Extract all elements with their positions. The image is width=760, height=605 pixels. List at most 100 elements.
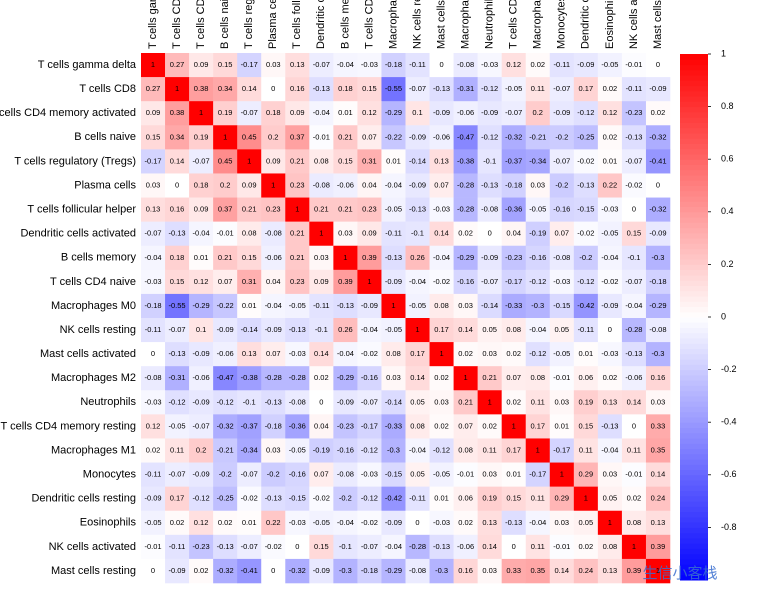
cell-label: 0.13 — [482, 518, 497, 527]
cell-label: -0.15 — [385, 470, 402, 479]
cell-label: -0.15 — [289, 494, 306, 503]
colorbar-segment — [680, 485, 708, 492]
colorbar-segment — [680, 443, 708, 449]
row-label: Macrophages M0 — [51, 300, 136, 312]
cell-label: 0.08 — [603, 542, 618, 551]
heatmap-cell — [405, 390, 430, 415]
cell-label: 0.17 — [410, 349, 425, 358]
heatmap-cell — [549, 245, 575, 271]
cell-label: -0.06 — [457, 108, 474, 117]
heatmap-cell — [333, 390, 358, 415]
heatmap-cell — [261, 173, 286, 198]
cell-label: -0.2 — [555, 132, 568, 141]
cell-label: 0.23 — [266, 205, 281, 214]
heatmap-cell — [453, 77, 478, 102]
heatmap-cell — [381, 366, 406, 391]
cell-label: 0.21 — [290, 253, 305, 262]
cell-label: -0.13 — [601, 421, 618, 430]
heatmap-cell — [453, 390, 478, 415]
cell-label: 0.14 — [458, 325, 473, 334]
heatmap-cell — [405, 197, 430, 222]
heatmap-cell — [333, 269, 358, 295]
heatmap-cell — [141, 221, 166, 247]
heatmap-cell — [621, 390, 647, 415]
heatmap-cell — [213, 101, 238, 126]
colorbar-segment — [680, 243, 708, 250]
heatmap-cell — [453, 558, 478, 584]
cell-label: -0.07 — [144, 229, 161, 238]
cell-label: 0.04 — [266, 277, 281, 286]
colorbar-segment — [680, 411, 708, 418]
heatmap-cell — [213, 534, 238, 560]
cell-label: -0.21 — [529, 132, 546, 141]
colorbar-segment — [680, 332, 708, 339]
heatmap-cell — [189, 486, 214, 512]
heatmap-cell — [213, 125, 238, 150]
heatmap-cell — [525, 366, 551, 391]
cell-label: -0.09 — [409, 180, 426, 189]
colorbar-segment — [680, 148, 708, 155]
colorbar-segment — [680, 490, 708, 497]
colorbar-segment — [680, 558, 708, 565]
cell-label: -0.55 — [169, 301, 186, 310]
heatmap-cell — [357, 558, 382, 584]
cell-label: -0.32 — [217, 566, 234, 575]
heatmap-cell — [165, 101, 190, 126]
cell-label: 0.01 — [242, 301, 257, 310]
cell-label: 1 — [247, 156, 251, 165]
colorbar-segment — [680, 511, 708, 518]
heatmap-cell — [309, 53, 334, 78]
heatmap-cell — [453, 173, 478, 198]
cell-label: -0.03 — [289, 349, 306, 358]
heatmap-cell — [453, 438, 478, 463]
heatmap-cell — [333, 197, 358, 222]
heatmap-cell — [501, 197, 527, 222]
colorbar-segment — [680, 311, 708, 318]
heatmap-cell — [357, 342, 382, 367]
heatmap-cell — [381, 77, 406, 102]
cell-label: 0.14 — [482, 542, 497, 551]
colorbar-segment — [680, 169, 708, 176]
cell-label: 0.39 — [627, 566, 642, 575]
heatmap-cell — [357, 245, 382, 271]
column-label: T cells follicul — [291, 0, 303, 49]
cell-label: 0.02 — [603, 373, 618, 382]
cell-label: 0 — [295, 542, 299, 551]
cell-label: 0.1 — [412, 108, 422, 117]
cell-label: 0.23 — [290, 277, 305, 286]
heatmap-cell — [477, 245, 502, 271]
heatmap-cell — [573, 534, 599, 560]
cell-label: 1 — [656, 566, 660, 575]
heatmap-cell — [357, 269, 382, 295]
heatmap-cell — [141, 269, 166, 295]
heatmap-cell — [429, 390, 454, 415]
column-label: Eosinophils — [604, 0, 616, 49]
cell-label: 0 — [151, 349, 155, 358]
heatmap-cell — [429, 510, 454, 536]
cell-label: 0.45 — [218, 156, 233, 165]
heatmap-cell — [165, 197, 190, 222]
heatmap-cell — [141, 245, 166, 271]
cell-label: 0.04 — [362, 180, 377, 189]
colorbar-segment — [680, 232, 708, 239]
cell-label: 0.11 — [627, 445, 641, 454]
cell-label: -0.29 — [649, 301, 666, 310]
cell-label: 0.13 — [146, 205, 161, 214]
cell-label: -0.2 — [267, 470, 280, 479]
cell-label: 0.21 — [458, 397, 473, 406]
cell-label: 0.19 — [218, 108, 233, 117]
heatmap-cell — [453, 510, 478, 536]
cell-label: -0.05 — [385, 325, 402, 334]
cell-label: -0.1 — [339, 542, 352, 551]
heatmap-cell — [285, 510, 310, 536]
cell-label: -0.16 — [529, 253, 546, 262]
heatmap-cell — [453, 221, 478, 247]
heatmap-cell — [333, 173, 358, 198]
cell-label: -0.28 — [409, 542, 426, 551]
heatmap-cell — [477, 125, 502, 150]
cell-label: -0.03 — [433, 518, 450, 527]
heatmap-cell — [645, 318, 671, 343]
heatmap-cell — [621, 462, 647, 487]
heatmap-cell — [189, 558, 214, 584]
heatmap-cell — [213, 77, 238, 102]
